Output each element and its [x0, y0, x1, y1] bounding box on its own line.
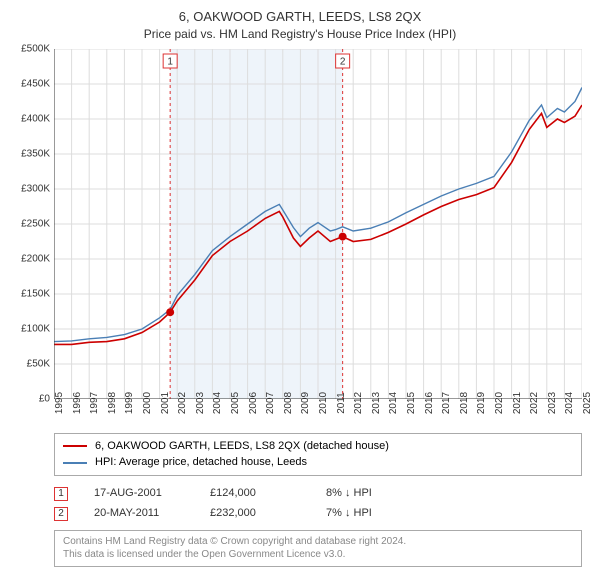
price-chart-container: 6, OAKWOOD GARTH, LEEDS, LS8 2QX Price p… — [0, 0, 600, 560]
legend-item-hpi: HPI: Average price, detached house, Leed… — [63, 454, 573, 471]
transaction-diff-2: 7% ↓ HPI — [326, 504, 416, 524]
y-axis: £0£50K£100K£150K£200K£250K£300K£350K£400… — [12, 49, 52, 399]
transaction-row-1: 1 17-AUG-2001 £124,000 8% ↓ HPI — [54, 484, 588, 504]
transaction-price-2: £232,000 — [210, 504, 300, 524]
legend-label-property: 6, OAKWOOD GARTH, LEEDS, LS8 2QX (detach… — [95, 438, 389, 455]
transaction-date-2: 20-MAY-2011 — [94, 504, 184, 524]
transactions-table: 1 17-AUG-2001 £124,000 8% ↓ HPI 2 20-MAY… — [54, 484, 588, 524]
attribution-footer: Contains HM Land Registry data © Crown c… — [54, 530, 582, 567]
legend-item-property: 6, OAKWOOD GARTH, LEEDS, LS8 2QX (detach… — [63, 438, 573, 455]
x-axis: 1995199619971998199920002001200220032004… — [54, 399, 582, 427]
chart-svg: 12 — [54, 49, 582, 399]
transaction-date-1: 17-AUG-2001 — [94, 484, 184, 504]
legend-swatch-property — [63, 445, 87, 447]
chart-title: 6, OAKWOOD GARTH, LEEDS, LS8 2QX — [12, 8, 588, 26]
chart-subtitle: Price paid vs. HM Land Registry's House … — [12, 26, 588, 43]
transaction-price-1: £124,000 — [210, 484, 300, 504]
svg-text:1: 1 — [167, 56, 173, 67]
legend: 6, OAKWOOD GARTH, LEEDS, LS8 2QX (detach… — [54, 433, 582, 476]
transaction-marker-1: 1 — [54, 487, 68, 501]
legend-label-hpi: HPI: Average price, detached house, Leed… — [95, 454, 307, 471]
transaction-diff-1: 8% ↓ HPI — [326, 484, 416, 504]
plot-area: £0£50K£100K£150K£200K£250K£300K£350K£400… — [54, 49, 582, 399]
footer-line-1: Contains HM Land Registry data © Crown c… — [63, 535, 573, 549]
transaction-row-2: 2 20-MAY-2011 £232,000 7% ↓ HPI — [54, 504, 588, 524]
svg-text:2: 2 — [340, 56, 346, 67]
transaction-marker-2: 2 — [54, 507, 68, 521]
legend-swatch-hpi — [63, 462, 87, 464]
